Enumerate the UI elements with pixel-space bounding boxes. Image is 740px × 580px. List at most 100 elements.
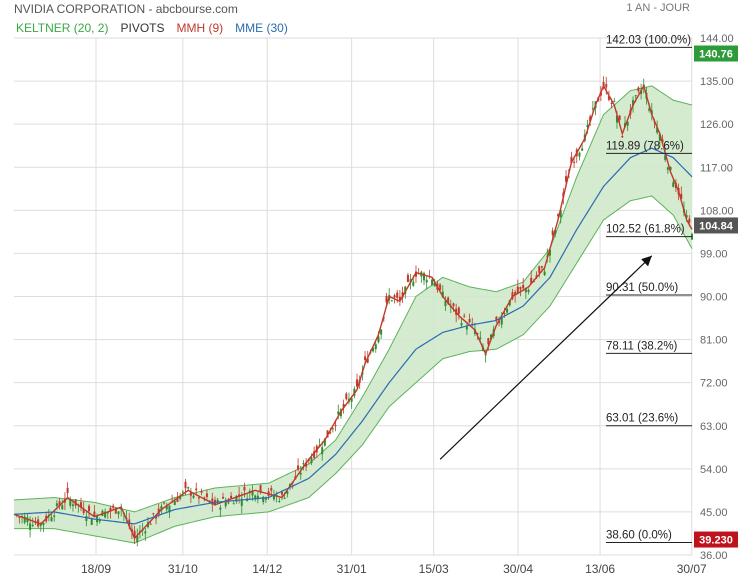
price-tag-label: 140.76 xyxy=(699,49,733,61)
candle-body xyxy=(586,125,589,128)
candle-body xyxy=(203,497,206,499)
candle-body xyxy=(433,283,436,287)
candle-body xyxy=(205,493,208,497)
candle-body xyxy=(441,291,444,298)
price-tag xyxy=(694,217,738,234)
y-tick-label: 99.00 xyxy=(700,248,728,260)
candle-body xyxy=(396,292,399,298)
candle-body xyxy=(390,300,393,302)
fib-level-label: 119.89 (78.6%) xyxy=(606,140,684,152)
candle-body xyxy=(412,281,415,286)
candle-body xyxy=(179,495,182,499)
y-tick-label: 90.00 xyxy=(700,292,728,304)
candle-body xyxy=(272,495,275,500)
candle-body xyxy=(160,506,163,511)
price-tag-label: 104.84 xyxy=(699,220,734,232)
trend-arrow-line xyxy=(439,255,653,460)
candle-body xyxy=(85,515,88,521)
candle-body xyxy=(605,83,608,88)
x-tick-label: 18/09 xyxy=(81,562,111,576)
candle-body xyxy=(144,531,147,534)
candle-body xyxy=(189,492,192,496)
trend-arrow-head xyxy=(641,255,652,267)
candle-body xyxy=(176,498,179,502)
candle-body xyxy=(350,398,353,402)
legend-keltner[interactable]: KELTNER (20, 2) xyxy=(16,21,109,35)
candle-body xyxy=(540,266,543,268)
candle-body xyxy=(90,518,93,525)
candle-body xyxy=(557,214,560,216)
candle-body xyxy=(425,279,428,283)
candle-body xyxy=(380,329,383,335)
candle-body xyxy=(500,317,503,325)
y-tick-label: 126.00 xyxy=(700,119,734,131)
candle-body xyxy=(634,95,637,97)
candle-body xyxy=(278,500,281,502)
candle-body xyxy=(219,507,222,510)
candle-body xyxy=(669,167,672,171)
candle-body xyxy=(149,523,152,525)
candle-body xyxy=(672,182,675,187)
candle-body xyxy=(286,490,289,495)
candle-body xyxy=(58,501,61,507)
candle-body xyxy=(187,487,190,489)
candle-body xyxy=(423,273,426,281)
candle-body xyxy=(66,487,69,494)
candle-body xyxy=(232,503,235,505)
candle-body xyxy=(329,432,332,434)
candle-body xyxy=(197,497,200,499)
candle-body xyxy=(299,472,302,475)
candle-body xyxy=(155,516,158,519)
legend-pivots[interactable]: PIVOTS xyxy=(120,21,165,35)
candle-body xyxy=(136,536,139,543)
candle-body xyxy=(79,502,82,508)
candle-body xyxy=(152,513,155,515)
candle-body xyxy=(613,100,616,102)
candle-body xyxy=(82,508,85,513)
period-selector[interactable]: 1 AN - JOUR xyxy=(626,2,690,14)
x-tick-label: 30/04 xyxy=(503,562,533,576)
candle-body xyxy=(452,303,455,307)
candle-body xyxy=(356,379,359,387)
candle-body xyxy=(640,90,643,94)
candle-body xyxy=(345,393,348,400)
legend-mme[interactable]: MME (30) xyxy=(235,21,288,35)
candle-body xyxy=(551,230,554,236)
candle-body xyxy=(377,336,380,343)
candle-body xyxy=(55,503,58,506)
x-tick-label: 30/07 xyxy=(677,562,707,576)
fib-level-label: 102.52 (61.8%) xyxy=(606,224,685,236)
candle-body xyxy=(200,491,203,493)
candle-body xyxy=(256,495,259,500)
candle-body xyxy=(385,295,388,303)
candle-body xyxy=(235,495,238,502)
x-tick-label: 31/01 xyxy=(337,562,367,576)
candle-body xyxy=(264,497,267,500)
candle-body xyxy=(104,511,107,518)
candle-body xyxy=(490,334,493,340)
mme-line xyxy=(13,147,693,525)
candle-body xyxy=(444,300,447,307)
candle-body xyxy=(342,404,345,408)
candle-body xyxy=(393,295,396,298)
candle-body xyxy=(506,308,509,313)
x-tick-label: 31/10 xyxy=(168,562,198,576)
candle-body xyxy=(321,447,324,455)
candle-body xyxy=(50,517,53,522)
y-tick-label: 72.00 xyxy=(700,378,728,390)
candle-body xyxy=(468,318,471,323)
candle-body xyxy=(656,127,659,133)
candle-body xyxy=(626,121,629,126)
price-tag xyxy=(694,45,738,62)
price-tag-label: 39.230 xyxy=(699,535,733,547)
indicator-legend: KELTNER (20, 2) PIVOTS MMH (9) MME (30) xyxy=(16,21,288,35)
keltner-band-fill xyxy=(14,85,692,544)
candle-body xyxy=(283,497,286,499)
candle-body xyxy=(310,457,313,464)
legend-mmh[interactable]: MMH (9) xyxy=(176,21,224,35)
candle-body xyxy=(181,491,184,493)
candle-body xyxy=(495,316,498,321)
candle-body xyxy=(404,286,407,294)
candle-body xyxy=(230,495,233,499)
